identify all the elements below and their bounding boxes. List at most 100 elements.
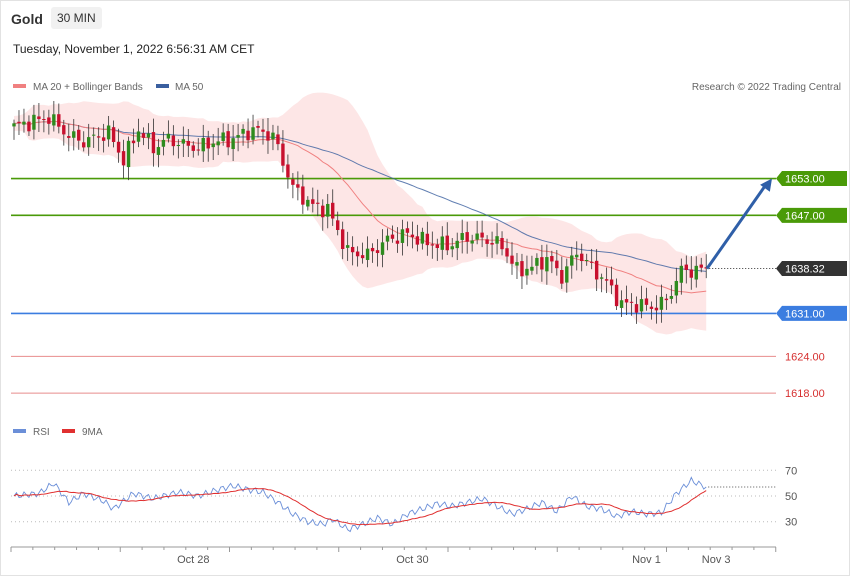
candle-body [470,240,474,244]
candle-body [355,251,360,257]
current-price-tag-bg [776,261,847,277]
level-tag-bg [776,305,847,321]
candle-body [535,257,539,266]
candle-body [306,199,310,207]
candle-body [609,279,614,286]
candle-body [380,242,385,255]
candle-body [614,284,619,307]
candle-body [12,123,16,127]
candle-body [286,164,290,178]
candle-body [22,121,26,125]
candle-body [445,235,449,251]
candle-body [201,137,205,152]
rsi-tick-label: 70 [785,465,797,477]
candle-body [141,133,146,138]
candle-body [639,299,644,312]
candle-body [435,244,439,249]
candle-body [430,244,435,246]
candle-body [91,134,96,136]
rsi-legend-swatch [13,429,26,433]
rsi-ma-line [13,487,707,526]
timeframe-badge[interactable]: 30 MIN [51,7,102,29]
candle-body [106,125,111,140]
candle-body [550,256,554,262]
candle-body [181,139,186,144]
candle-body [186,140,190,146]
candle-body [87,137,91,148]
candle-body [296,184,300,188]
candle-body [17,121,21,124]
candle-body [42,119,46,121]
candle-body [67,136,71,138]
candle-body [206,137,210,149]
candle-body [62,125,66,135]
candle-body [256,125,260,128]
candle-body [604,279,609,281]
candle-body [694,265,698,280]
candle-body [510,255,514,264]
candle-body [395,240,400,244]
candle-body [375,250,380,254]
candle-body [156,147,161,155]
candle-body [176,144,181,146]
candle-body [261,129,265,132]
ma50-legend-swatch [156,84,169,88]
candle-body [485,239,489,244]
level-tag-label: 1647.00 [785,210,825,222]
candle-body [121,151,126,166]
candle-body [425,233,430,246]
level-tag-label: 1624.00 [785,351,825,363]
candle-body [460,233,464,240]
candle-body [47,117,51,124]
candle-body [679,265,684,283]
x-tick-label: Oct 28 [177,554,209,566]
candle-body [82,142,86,148]
candle-body [520,261,524,277]
credit-text: Research © 2022 Trading Central [692,82,841,93]
candle-body [500,238,504,250]
candle-body [360,255,365,259]
candle-body [340,229,345,249]
candle-body [251,127,255,140]
candle-body [455,240,459,249]
candle-body [146,133,151,138]
rsi-ma-legend-swatch [62,429,75,433]
candle-body [390,234,395,239]
forecast-arrow [705,178,772,270]
candle-body [450,246,454,250]
rsi-tick-label: 30 [785,517,797,529]
candle-body [684,264,688,270]
level-tag-bg [776,207,847,223]
candle-body [226,131,230,148]
candle-body [490,242,494,245]
candle-body [321,205,325,218]
x-axis: Oct 28 Oct 30 Nov 1 Nov 3 [10,546,777,566]
candle-body [580,253,584,262]
candle-body [77,129,81,141]
candle-body [191,145,195,151]
candle-body [634,304,639,313]
candle-body [659,296,664,310]
candle-body [345,245,350,248]
rsi-ma-legend-label: 9MA [82,427,103,438]
candle-body [111,127,116,143]
candle-body [116,141,121,153]
candle-body [560,270,564,284]
candle-body [515,262,519,266]
candle-body [216,141,220,146]
candle-body [689,269,693,278]
moving-averages [13,120,707,294]
candle-body [101,137,106,141]
x-tick-label: Oct 30 [396,554,428,566]
candle-body [331,202,335,219]
candle-body [126,140,131,168]
candle-body [266,131,270,141]
candle-body [27,121,31,132]
candle-body [246,130,250,141]
level-tag-bg [776,171,847,187]
rsi-legend-label: RSI [33,427,50,438]
candle-body [674,280,679,296]
candle-body [420,231,425,244]
candle-body [410,234,415,238]
candle-body [241,128,245,134]
